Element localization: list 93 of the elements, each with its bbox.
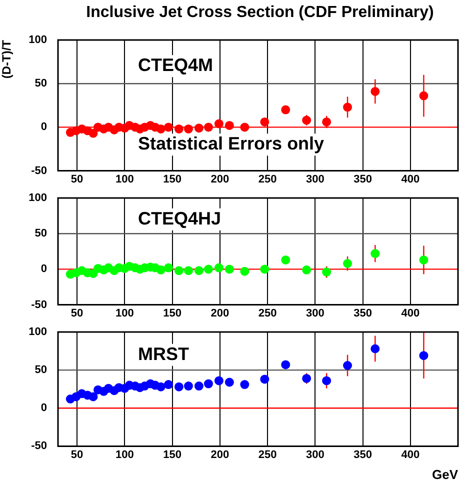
point <box>204 122 213 132</box>
point <box>174 266 184 276</box>
y-tick-label: 50 <box>34 228 47 240</box>
x-tick-label: 200 <box>210 448 230 461</box>
point <box>184 266 193 276</box>
point <box>281 105 290 114</box>
point <box>184 124 193 134</box>
x-tick-label: 400 <box>401 307 420 320</box>
point <box>184 382 193 391</box>
point <box>281 255 290 264</box>
annotation: MRST <box>138 344 189 364</box>
point <box>204 264 213 274</box>
point <box>302 374 312 383</box>
point <box>88 392 98 402</box>
point <box>156 124 166 134</box>
x-tick-label: 200 <box>210 173 230 186</box>
y-tick-label: 0 <box>40 121 47 134</box>
point <box>240 380 250 390</box>
x-tick-label: 50 <box>70 307 84 320</box>
point <box>322 117 332 126</box>
x-tick-label: 400 <box>401 173 420 186</box>
point <box>281 360 290 370</box>
point <box>164 263 173 272</box>
y-tick-label: 0 <box>40 402 47 414</box>
x-tick-label: 200 <box>210 307 230 320</box>
x-tick-label: 250 <box>258 173 277 186</box>
x-tick-label: 400 <box>401 448 420 461</box>
point <box>214 263 224 272</box>
x-tick-label: 300 <box>306 307 324 320</box>
chart-title: Inclusive Jet Cross Section (CDF Preliminary) <box>85 4 435 22</box>
x-tick-label: 250 <box>258 307 277 320</box>
point <box>214 119 224 128</box>
y-tick-label: -50 <box>31 440 47 452</box>
point <box>194 266 204 276</box>
point <box>419 91 428 100</box>
point <box>370 86 380 96</box>
point <box>224 264 234 274</box>
point <box>370 249 380 258</box>
x-tick-label: 150 <box>163 448 182 461</box>
point <box>370 344 380 354</box>
point <box>419 255 428 264</box>
x-tick-label: 350 <box>354 307 372 320</box>
x-tick-label: 150 <box>163 307 182 320</box>
point <box>174 382 184 392</box>
x-tick-label: 50 <box>70 448 84 461</box>
annotation: Statistical Errors only <box>138 134 324 154</box>
point <box>224 378 234 387</box>
y-tick-label: 100 <box>28 192 47 204</box>
point <box>419 351 428 360</box>
y-tick-label: -50 <box>31 164 47 177</box>
point <box>88 128 98 138</box>
point <box>156 265 166 274</box>
x-tick-label: 350 <box>354 173 372 186</box>
y-tick-label: 50 <box>34 364 47 376</box>
point <box>214 376 224 386</box>
point <box>343 102 352 112</box>
y-tick-label: 0 <box>40 263 47 276</box>
x-tick-label: 300 <box>306 173 324 186</box>
point <box>260 264 270 274</box>
point <box>240 122 250 132</box>
point <box>260 117 270 126</box>
point <box>224 120 234 130</box>
point <box>204 379 213 388</box>
y-tick-label: -50 <box>31 298 47 311</box>
y-tick-label: 50 <box>34 78 47 90</box>
point <box>164 380 173 390</box>
point <box>302 116 312 125</box>
point <box>194 382 204 391</box>
x-tick-label: 100 <box>115 173 134 186</box>
y-tick-label: 100 <box>28 34 47 46</box>
y-axis-title: (D-T)/T <box>0 39 14 79</box>
y-tick-label: 100 <box>28 326 47 338</box>
point <box>260 374 270 384</box>
x-tick-label: 250 <box>258 448 277 461</box>
x-tick-label: 350 <box>354 448 372 461</box>
point <box>164 122 173 132</box>
x-axis-title: GeV <box>432 466 458 482</box>
x-tick-label: 150 <box>163 173 182 186</box>
x-tick-label: 50 <box>70 173 84 186</box>
point <box>194 124 204 133</box>
point <box>322 268 332 277</box>
annotation: CTEQ4M <box>138 55 214 76</box>
x-tick-label: 100 <box>115 307 134 320</box>
x-tick-label: 300 <box>306 448 324 461</box>
point <box>302 265 312 274</box>
x-tick-label: 100 <box>115 448 134 461</box>
annotation: CTEQ4HJ <box>138 208 222 228</box>
point <box>240 266 250 276</box>
point <box>322 376 332 386</box>
point <box>343 361 352 370</box>
point <box>343 259 352 268</box>
point <box>156 382 166 392</box>
point <box>174 124 184 134</box>
